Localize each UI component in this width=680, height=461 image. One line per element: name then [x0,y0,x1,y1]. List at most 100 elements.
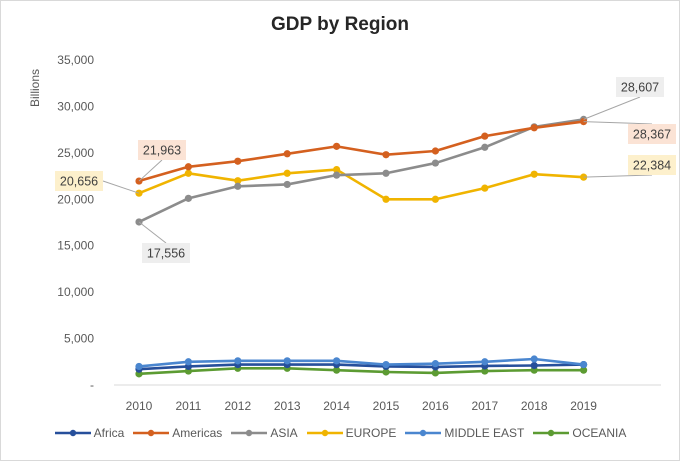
legend-swatch-icon [132,427,170,439]
legend-label: Americas [172,426,223,440]
data-point-asia [382,169,390,177]
data-label-text: 28,367 [633,128,671,142]
data-point-oceania [580,366,588,374]
data-point-americas [234,157,242,165]
data-label-box [138,140,186,160]
data-point-oceania [481,367,489,375]
leader-line [583,174,653,178]
x-tick-label: 2013 [274,399,301,413]
data-point-middle-east [382,360,390,369]
legend-label: Africa [93,426,125,440]
y-tick-label: 10,000 [57,285,94,299]
legend-item-europe[interactable]: EUROPE [306,426,397,440]
chart-title: GDP by Region [271,14,409,35]
data-label: 28,367 [583,121,676,144]
x-tick-label: 2014 [323,399,350,413]
data-point-middle-east [580,360,588,369]
data-label-box [628,124,676,144]
legend-item-africa[interactable]: Africa [54,426,125,440]
data-point-oceania [431,369,439,377]
data-point-middle-east [234,357,242,365]
x-tick-label: 2011 [175,399,201,413]
data-point-americas [184,163,192,171]
series-line-africa [138,363,584,371]
data-point-middle-east [333,357,341,365]
leader-line [583,96,641,120]
data-point-europe [333,165,341,174]
y-tick-label: 5,000 [64,332,94,346]
data-label: 28,607 [583,77,664,120]
legend-swatch-icon [230,427,268,439]
y-tick-label: 35,000 [57,53,94,67]
x-tick-label: 2017 [471,399,498,413]
series-line-americas [138,120,584,183]
leader-line [138,159,163,182]
x-axis: 2010 2011 2012 2013 2014 2015 2016 2017 2018 2019 [126,399,598,413]
data-point-middle-east [184,358,192,366]
legend-label: ASIA [270,426,298,440]
data-point-asia [431,159,439,167]
legend-label: OCEANIA [572,426,627,440]
series-americas [135,117,588,185]
data-point-oceania [382,368,390,376]
legend-item-middle-east[interactable]: MIDDLE EAST [404,426,524,440]
series-line-middle-east [138,357,584,368]
data-point-asia [283,180,291,189]
data-label: 17,556 [138,221,190,263]
leader-line [583,121,653,125]
data-point-asia [481,143,489,151]
data-point-americas [382,151,390,159]
data-label: 21,963 [138,140,186,182]
data-point-middle-east [481,358,489,366]
data-point-europe [530,170,538,178]
series-europe [135,165,588,203]
data-point-middle-east [135,362,143,371]
y-tick-label: 25,000 [57,146,94,160]
legend-item-oceania[interactable]: OCEANIA [532,426,626,440]
y-tick-label: 20,000 [57,192,94,206]
legend: Africa Americas ASIA EUROPE MIDDLE EAST OCEAN… [0,426,680,440]
y-axis: - 5,000 10,000 15,000 20,000 25,000 30,000 35,0… [57,53,94,392]
data-point-europe [382,195,390,203]
data-point-americas [431,147,439,155]
data-point-americas [530,124,538,132]
legend-label: EUROPE [345,426,397,440]
data-point-africa [530,361,538,370]
series-asia [135,115,588,226]
data-point-europe [283,169,291,177]
y-axis-label: Billions [28,69,42,107]
x-tick-label: 2019 [570,399,597,413]
legend-item-asia[interactable]: ASIA [230,426,298,440]
legend-swatch-icon [404,427,442,439]
x-tick-label: 2018 [521,399,548,413]
x-tick-label: 2012 [224,399,251,413]
data-label: 20,656 [55,171,140,194]
data-point-oceania [333,366,341,374]
series-line-asia [138,118,584,224]
data-point-middle-east [431,360,439,368]
data-label: 22,384 [583,155,676,178]
data-label-text: 28,607 [621,81,659,95]
data-label-text: 17,556 [147,247,185,261]
data-label-box [55,171,103,191]
data-point-americas [283,150,291,158]
data-point-europe [234,177,242,185]
data-point-europe [431,195,439,203]
data-label-text: 22,384 [633,159,671,173]
data-label-box [628,155,676,175]
series-middle-east [135,355,588,371]
data-point-middle-east [530,355,538,363]
series-line-oceania [138,366,584,376]
data-point-europe [184,169,192,177]
legend-item-americas[interactable]: Americas [132,426,222,440]
x-tick-label: 2010 [126,399,153,413]
legend-swatch-icon [306,427,344,439]
legend-swatch-icon [532,427,570,439]
y-tick-label: 15,000 [57,239,94,253]
y-tick-label: - [90,378,94,392]
data-point-americas [333,142,341,150]
data-label-text: 20,656 [60,175,98,189]
leader-line [102,180,140,194]
